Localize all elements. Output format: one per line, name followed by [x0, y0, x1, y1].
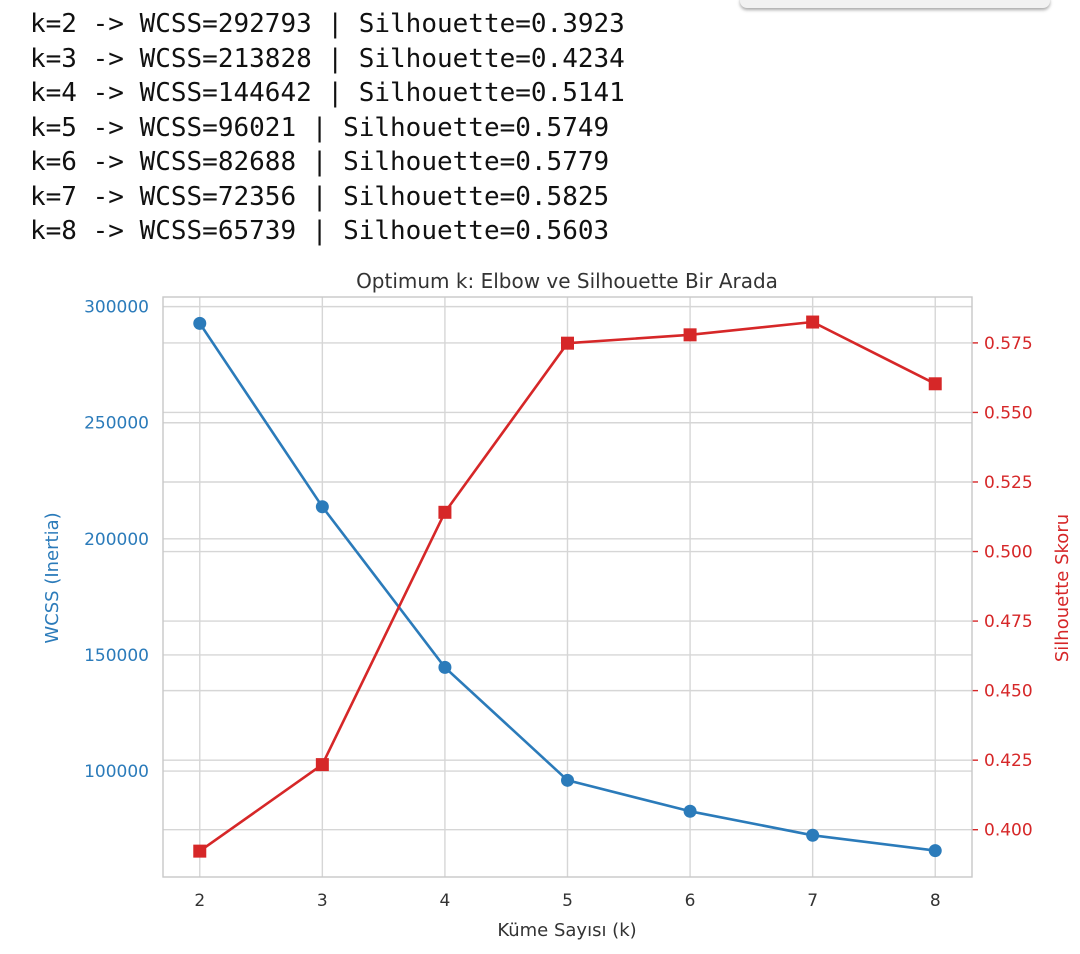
silhouette-point	[315, 758, 329, 772]
y-right-tick-label: 0.575	[984, 334, 1033, 354]
output-line: k=7 -> WCSS=72356 | Silhouette=0.5825	[30, 181, 610, 212]
wcss-point	[561, 773, 574, 787]
output-line: k=8 -> WCSS=65739 | Silhouette=0.5603	[30, 216, 610, 246]
grid	[163, 297, 972, 877]
series-layer	[193, 315, 942, 858]
x-tick-label: 3	[317, 891, 328, 911]
silhouette-point	[438, 505, 452, 519]
output-line: k=2 -> WCSS=292793 | Silhouette=0.3923	[30, 9, 625, 39]
y-right-tick-label: 0.500	[984, 543, 1033, 563]
y-axis-right-label: Silhouette Skoru	[1052, 514, 1073, 662]
silhouette-point	[193, 844, 207, 858]
x-tick-label: 8	[930, 891, 941, 911]
chart-title: Optimum k: Elbow ve Silhouette Bir Arada	[356, 269, 778, 293]
cell-output: k=2 -> WCSS=292793 | Silhouette=0.3923 k=…	[30, 7, 625, 249]
tick-labels: 2 3 4 5 6 7 8 100000 150000 200000 250000 300000 0.4…	[84, 298, 1033, 911]
plot-frame	[162, 296, 973, 878]
output-line: k=6 -> WCSS=82688 | Silhouette=0.5779	[30, 147, 610, 177]
y-left-tick-label: 300000	[84, 298, 149, 318]
y-left-tick-label: 150000	[84, 646, 149, 666]
y-right-tick-label: 0.450	[984, 682, 1033, 702]
y-left-tick-label: 200000	[84, 530, 149, 550]
silhouette-point	[928, 377, 942, 391]
y-right-tick-label: 0.525	[984, 473, 1033, 493]
output-line: k=4 -> WCSS=144642 | Silhouette=0.5141	[30, 78, 625, 108]
wcss-point	[315, 500, 329, 514]
wcss-point	[806, 828, 820, 842]
x-tick-label: 4	[440, 891, 451, 911]
wcss-point	[683, 804, 697, 818]
y-axis-left-label: WCSS (Inertia)	[42, 512, 63, 643]
x-tick-label: 6	[685, 891, 696, 911]
output-scrollbar[interactable]	[740, 0, 1050, 8]
silhouette-point	[561, 336, 574, 350]
x-tick-label: 5	[562, 891, 573, 911]
y-right-tick-label: 0.550	[984, 403, 1033, 423]
y-right-tick-label: 0.400	[984, 821, 1033, 841]
y-right-tick-label: 0.475	[984, 612, 1033, 632]
x-tick-label: 7	[807, 891, 818, 911]
output-line: k=3 -> WCSS=213828 | Silhouette=0.4234	[30, 43, 625, 74]
x-axis-label: Küme Sayısı (k)	[497, 920, 636, 941]
wcss-point	[928, 844, 942, 858]
output-line: k=5 -> WCSS=96021 | Silhouette=0.5749	[30, 112, 610, 143]
silhouette-point	[806, 315, 820, 329]
wcss-point	[438, 660, 452, 674]
silhouette-point	[683, 328, 697, 342]
x-tick-label: 2	[194, 891, 205, 911]
y-right-tick-label: 0.425	[984, 751, 1033, 771]
y-left-tick-label: 250000	[84, 414, 149, 434]
wcss-point	[193, 316, 207, 330]
axes	[162, 296, 978, 878]
y-left-tick-label: 100000	[84, 762, 149, 782]
